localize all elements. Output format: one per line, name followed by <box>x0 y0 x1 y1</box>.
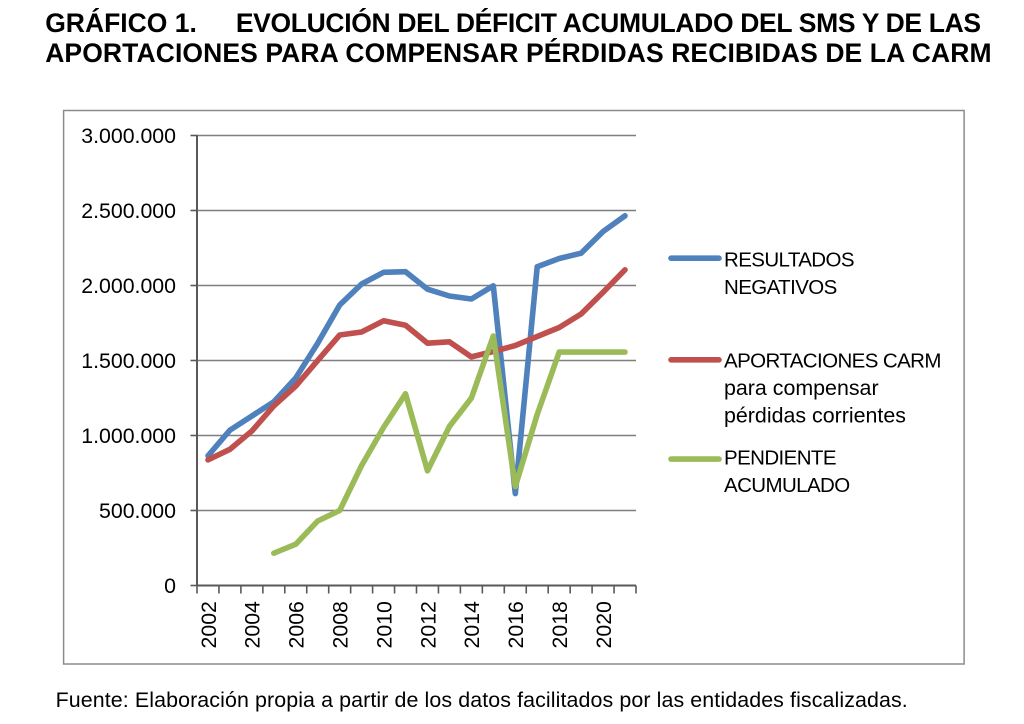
svg-text:2002: 2002 <box>197 601 221 648</box>
svg-text:0: 0 <box>164 574 176 598</box>
svg-text:2006: 2006 <box>285 601 309 648</box>
svg-text:RESULTADOS: RESULTADOS <box>724 249 854 272</box>
svg-text:1.000.000: 1.000.000 <box>81 424 176 448</box>
svg-text:2012: 2012 <box>416 601 440 648</box>
svg-text:2004: 2004 <box>241 601 265 649</box>
svg-text:APORTACIONES CARM: APORTACIONES CARM <box>724 350 941 373</box>
svg-text:1.500.000: 1.500.000 <box>81 349 176 373</box>
svg-text:2.500.000: 2.500.000 <box>81 199 176 223</box>
svg-text:2020: 2020 <box>592 601 616 649</box>
svg-text:2010: 2010 <box>372 601 396 649</box>
svg-text:para compensar: para compensar <box>724 376 879 400</box>
svg-text:2.000.000: 2.000.000 <box>81 274 176 298</box>
svg-text:3.000.000: 3.000.000 <box>81 124 176 148</box>
svg-text:2008: 2008 <box>329 601 353 648</box>
svg-text:2018: 2018 <box>548 601 572 648</box>
svg-text:500.000: 500.000 <box>99 499 176 523</box>
svg-text:2016: 2016 <box>504 601 528 648</box>
svg-text:2014: 2014 <box>460 601 484 649</box>
svg-text:PENDIENTE: PENDIENTE <box>724 447 836 470</box>
svg-text:NEGATIVOS: NEGATIVOS <box>724 276 837 299</box>
svg-text:ACUMULADO: ACUMULADO <box>724 474 850 497</box>
svg-text:pérdidas corrientes: pérdidas corrientes <box>724 403 906 427</box>
